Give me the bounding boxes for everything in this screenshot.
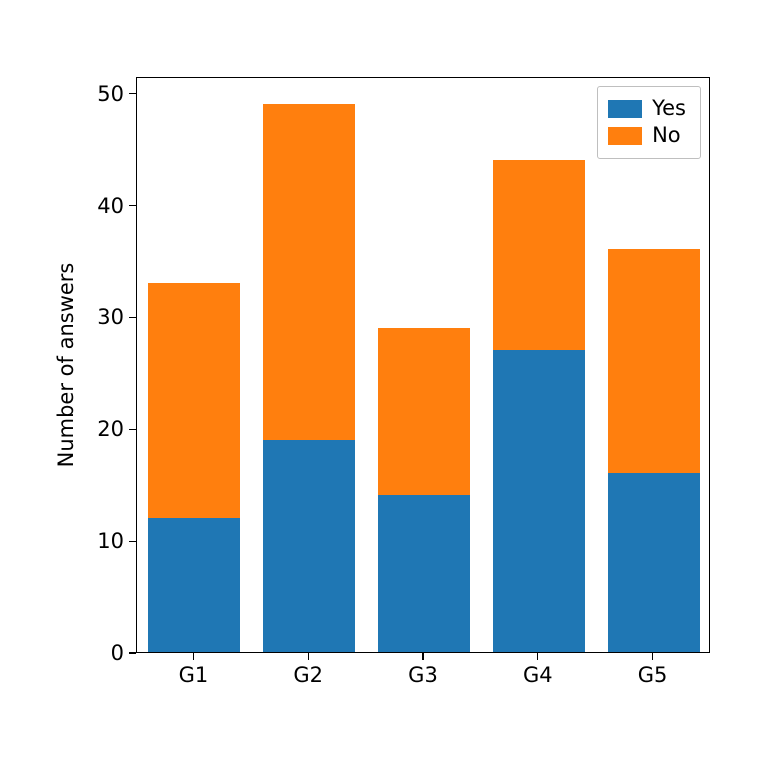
legend-swatch — [608, 127, 642, 145]
y-axis-label: Number of answers — [54, 263, 78, 468]
ytick-label: 0 — [80, 641, 124, 665]
plot-area: YesNo — [136, 77, 710, 653]
ytick-mark — [129, 652, 136, 653]
ytick-label: 20 — [80, 417, 124, 441]
xtick-mark — [193, 653, 194, 660]
xtick-mark — [652, 653, 653, 660]
bar-G1-yes — [148, 518, 240, 652]
bar-G1-no — [148, 283, 240, 518]
ytick-label: 40 — [80, 194, 124, 218]
ytick-mark — [129, 541, 136, 542]
bar-G3-yes — [378, 495, 470, 652]
legend-entry-no: No — [608, 122, 686, 149]
bar-G2-no — [263, 104, 355, 440]
ytick-mark — [129, 317, 136, 318]
ytick-label: 50 — [80, 82, 124, 106]
xtick-mark — [537, 653, 538, 660]
bar-G5-no — [608, 249, 700, 473]
legend-swatch — [608, 100, 642, 118]
xtick-label: G2 — [293, 663, 323, 687]
ytick-mark — [129, 93, 136, 94]
legend-entry-yes: Yes — [608, 95, 686, 122]
ytick-mark — [129, 429, 136, 430]
xtick-mark — [308, 653, 309, 660]
ytick-label: 10 — [80, 529, 124, 553]
ytick-label: 30 — [80, 305, 124, 329]
bar-G3-no — [378, 328, 470, 496]
bar-G4-yes — [493, 350, 585, 652]
xtick-label: G3 — [408, 663, 438, 687]
legend-label: Yes — [652, 95, 686, 122]
bar-G4-no — [493, 160, 585, 350]
xtick-label: G4 — [523, 663, 553, 687]
xtick-label: G5 — [638, 663, 668, 687]
legend: YesNo — [597, 86, 701, 159]
figure: YesNo 0 10 20 30 40 50 G1 G2 G3 G4 G5 Number of a… — [0, 0, 768, 768]
xtick-label: G1 — [179, 663, 209, 687]
ytick-mark — [129, 205, 136, 206]
bar-G5-yes — [608, 473, 700, 652]
bar-G2-yes — [263, 440, 355, 653]
legend-label: No — [652, 122, 681, 149]
xtick-mark — [422, 653, 423, 660]
